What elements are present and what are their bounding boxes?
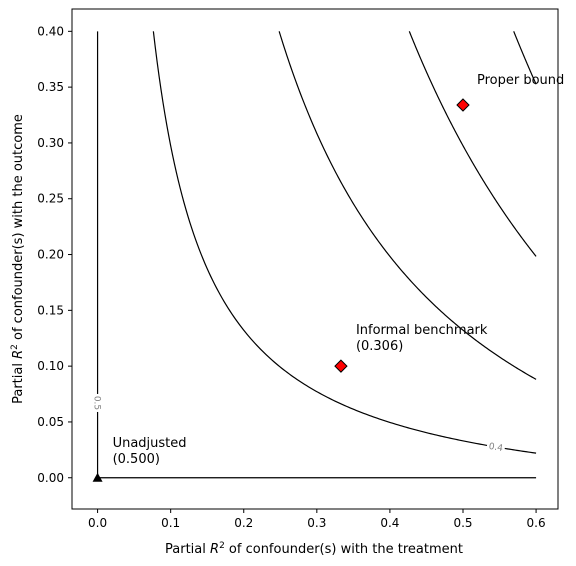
y-tick-label: 0.05	[37, 415, 64, 429]
contour-label: 0.4	[488, 442, 504, 454]
y-tick-label: 0.15	[37, 303, 64, 317]
point-annotation: Informal benchmark	[356, 323, 488, 338]
y-tick-label: 0.35	[37, 80, 64, 94]
contour-line	[513, 31, 537, 85]
x-tick-label: 0.2	[234, 516, 253, 530]
y-axis-label: Partial R2 of confounder(s) with the out…	[10, 114, 26, 404]
point-annotation: Unadjusted	[113, 436, 187, 451]
contour-label-gap	[486, 440, 506, 454]
contour-label: 0.5	[92, 396, 102, 410]
y-tick-label: 0.10	[37, 359, 64, 373]
x-tick-label: 0.6	[527, 516, 546, 530]
annotation-layer: Unadjusted(0.500) Informal benchmark(0.30…	[113, 73, 565, 467]
y-tick-label: 0.40	[37, 24, 64, 38]
x-tick-label: 0.4	[380, 516, 399, 530]
y-tick-label: 0.20	[37, 248, 64, 262]
point-layer	[92, 98, 470, 482]
point-annotation: (0.306)	[356, 339, 403, 354]
contour-label-layer: 0.50.40.30.20.1	[92, 393, 506, 454]
x-tick-label: 0.5	[453, 516, 472, 530]
x-axis-label: Partial R2 of confounder(s) with the tre…	[165, 541, 463, 557]
contour-line	[408, 31, 537, 257]
x-tick-label: 0.1	[161, 516, 180, 530]
y-axis: 0.00 0.05 0.10 0.15 0.20 0.25 0.30 0.35 0.40	[37, 24, 72, 485]
point-annotation: Proper bound	[477, 73, 564, 88]
bound-marker	[334, 359, 348, 373]
contour-line	[278, 31, 537, 380]
contour-label-gap	[92, 393, 103, 412]
y-tick-label: 0.00	[37, 471, 64, 485]
contour-line	[152, 31, 537, 454]
unadjusted-marker	[92, 472, 103, 482]
y-tick-label: 0.30	[37, 136, 64, 150]
x-axis: 0.0 0.1 0.2 0.3 0.4 0.5 0.6	[88, 509, 546, 530]
bound-marker	[456, 98, 470, 112]
y-tick-label: 0.25	[37, 192, 64, 206]
point-annotation: (0.500)	[113, 452, 160, 467]
x-tick-label: 0.0	[88, 516, 107, 530]
plot-frame	[71, 8, 559, 510]
x-tick-label: 0.3	[307, 516, 326, 530]
